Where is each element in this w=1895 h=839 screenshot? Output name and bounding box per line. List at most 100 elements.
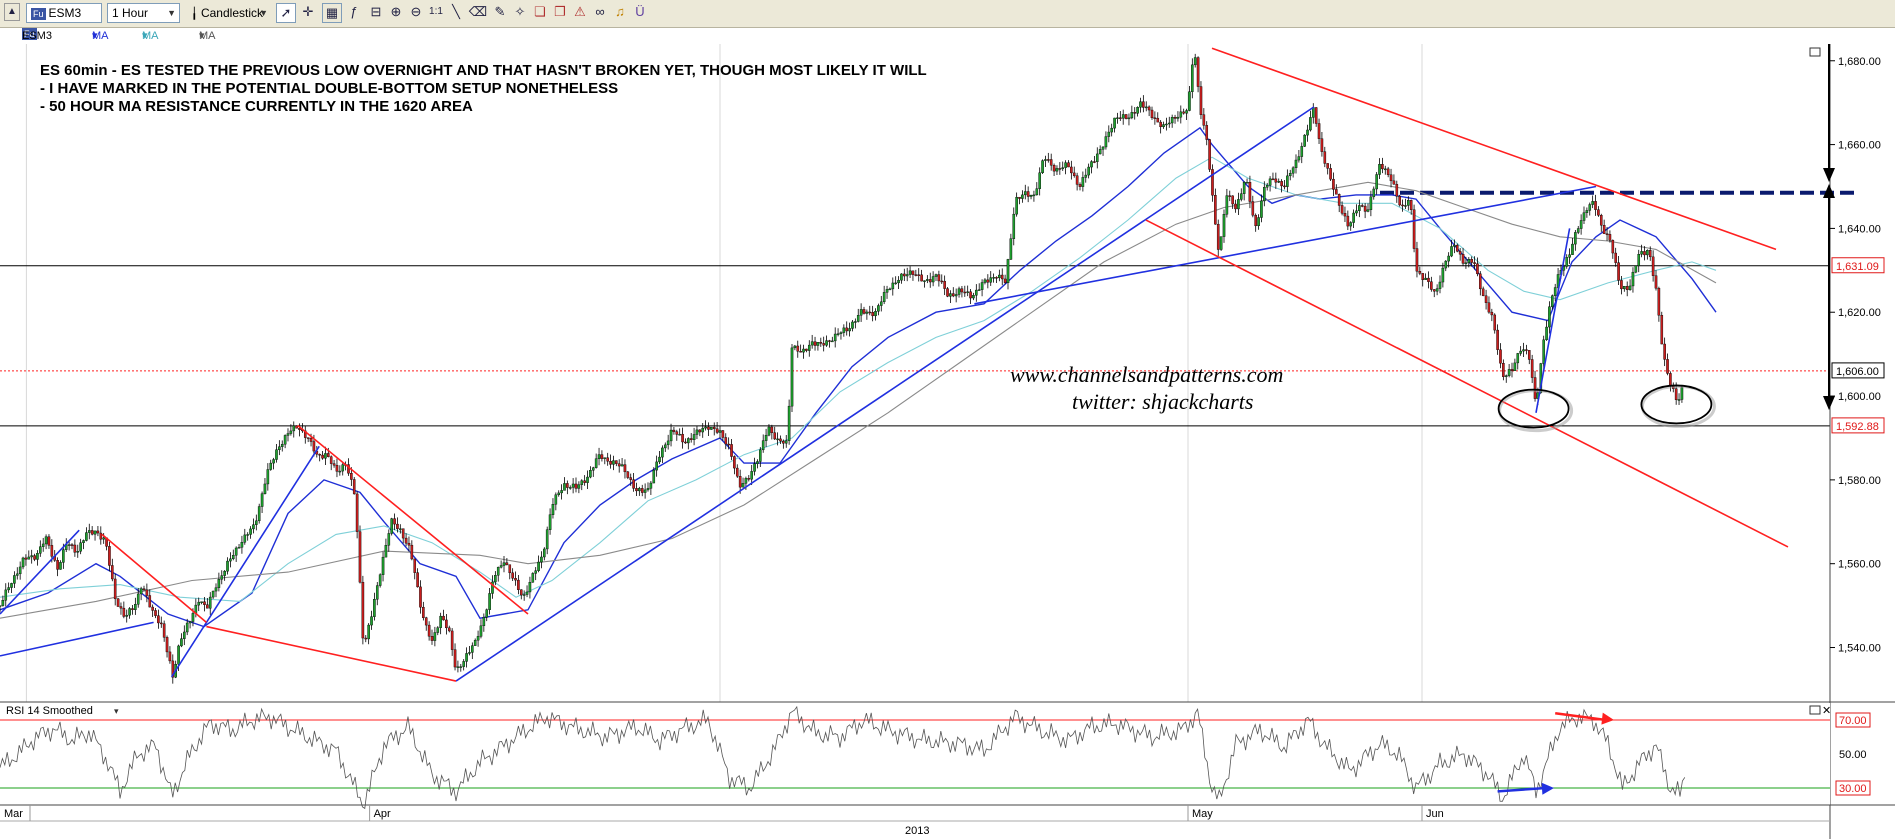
candle-body <box>116 598 120 607</box>
candle-body <box>1228 195 1232 197</box>
candle-body <box>620 464 624 467</box>
chart-area[interactable]: 1,680.00 1,660.00 1,640.00 1,620.00 1,600.00… <box>0 44 1895 839</box>
candle-body <box>589 470 592 478</box>
zoom-out-icon[interactable]: ⊖ <box>410 4 422 19</box>
candle-body <box>56 560 59 570</box>
expand-icon[interactable]: ▲ <box>4 3 20 21</box>
y-tick-label: 1,660.00 <box>1838 140 1881 152</box>
y-tick-label: 1,580.00 <box>1838 475 1881 487</box>
candle-body <box>744 478 748 484</box>
candle-body <box>1674 388 1678 400</box>
candle-body <box>914 274 918 276</box>
candle-body <box>1395 184 1399 197</box>
candle-body <box>154 610 157 616</box>
candle-body <box>378 574 382 586</box>
candle-body <box>151 606 154 611</box>
candle-body <box>1513 362 1517 371</box>
price-label: 1,631.09 <box>1836 261 1879 273</box>
eraser-icon[interactable]: ⌫ <box>468 4 488 19</box>
candle-body <box>427 624 431 637</box>
link-icon[interactable]: ∞ <box>595 4 605 19</box>
candle-body <box>1311 107 1315 118</box>
symbol-input[interactable]: Fu ESM3 <box>26 3 102 23</box>
candle-body <box>1291 167 1295 174</box>
chevron-down-icon[interactable]: ▾ <box>114 706 119 716</box>
legend-ma100[interactable]: MA 100 ▾ <box>142 28 160 58</box>
candle-body <box>623 464 627 473</box>
candle-body <box>571 483 575 488</box>
candle-body <box>200 601 203 603</box>
price-label-box <box>1831 362 1885 379</box>
one-to-one-icon[interactable]: 1:1 <box>429 6 443 17</box>
candle-body <box>1625 286 1629 291</box>
maximize-panel-icon[interactable] <box>1809 47 1821 57</box>
candle-body <box>384 545 388 558</box>
zoom-icon[interactable]: ⊕ <box>390 4 402 19</box>
close-panel-icon[interactable]: ✕ <box>1822 705 1831 717</box>
candle-body <box>1346 215 1350 227</box>
candle-body <box>934 274 938 277</box>
candle-body <box>1234 203 1237 210</box>
candle-body <box>543 548 546 558</box>
candle-body <box>1070 166 1073 174</box>
alert-icon[interactable]: ⚠ <box>574 4 586 19</box>
candle-body <box>1078 184 1082 187</box>
bell-icon[interactable]: ♫ <box>615 4 625 19</box>
candle-body <box>352 479 356 495</box>
cursor-icon[interactable]: ➚ <box>276 3 296 23</box>
candle-body <box>888 288 892 291</box>
candle-body <box>390 518 393 534</box>
candle-body <box>1654 275 1658 289</box>
candle-body <box>954 294 958 297</box>
candle-body <box>1545 326 1548 341</box>
legend-ma50[interactable]: MA 50 ▾ <box>92 28 108 58</box>
candle-body <box>1551 295 1554 307</box>
legend-ma200[interactable]: MA 200 ▾ <box>199 28 217 58</box>
candle-body <box>1162 124 1165 128</box>
candle-body <box>1608 234 1612 241</box>
candle-body <box>1611 240 1615 254</box>
candle-body <box>675 431 679 435</box>
candle-body <box>609 461 612 465</box>
drawing-tool-icon[interactable]: ✎ <box>494 4 506 19</box>
candle-body <box>1104 136 1108 148</box>
indicator-icon[interactable]: ⊟ <box>370 4 382 19</box>
candle-body <box>733 456 736 469</box>
grid-icon[interactable]: ▦ <box>322 3 342 23</box>
chart-type-select[interactable]: ╽ Candlestick ▼ <box>186 3 272 23</box>
copy-icon[interactable]: ❐ <box>554 4 566 19</box>
candle-body <box>1663 343 1666 360</box>
magnet-icon[interactable]: Ü <box>635 4 645 19</box>
fx-icon[interactable]: ƒ <box>350 4 358 19</box>
candle-body <box>782 440 785 444</box>
candle-body <box>1090 161 1093 168</box>
candle-body <box>79 542 82 552</box>
wand-icon[interactable]: ✧ <box>514 4 526 19</box>
candle-body <box>856 315 860 322</box>
candle-body <box>1133 112 1137 114</box>
candle-body <box>877 305 880 312</box>
maximize-panel-icon[interactable] <box>1809 705 1821 715</box>
candle-body <box>710 426 713 430</box>
candle-body <box>712 426 716 429</box>
candle-body <box>1139 101 1142 108</box>
crosshair-icon[interactable]: ✛ <box>302 4 314 19</box>
candle-body <box>494 575 497 583</box>
interval-select[interactable]: 1 Hour ▼ <box>107 3 180 23</box>
candle-body <box>1153 117 1157 120</box>
candle-body <box>203 601 206 605</box>
candle-body <box>568 487 572 489</box>
measure-arrows <box>1823 44 1835 410</box>
layers-icon[interactable]: ❏ <box>534 4 546 19</box>
line-tool-icon[interactable]: ╲ <box>452 4 460 19</box>
candle-body <box>534 570 537 574</box>
candle-body <box>1381 164 1384 170</box>
rsi-title[interactable]: RSI 14 Smoothed <box>6 705 93 717</box>
candle-body <box>747 478 751 480</box>
candle-body <box>292 425 296 432</box>
candle-body <box>1061 167 1065 170</box>
candle-body <box>1176 116 1180 119</box>
candle-body <box>1202 114 1206 126</box>
candle-body <box>1522 349 1525 352</box>
